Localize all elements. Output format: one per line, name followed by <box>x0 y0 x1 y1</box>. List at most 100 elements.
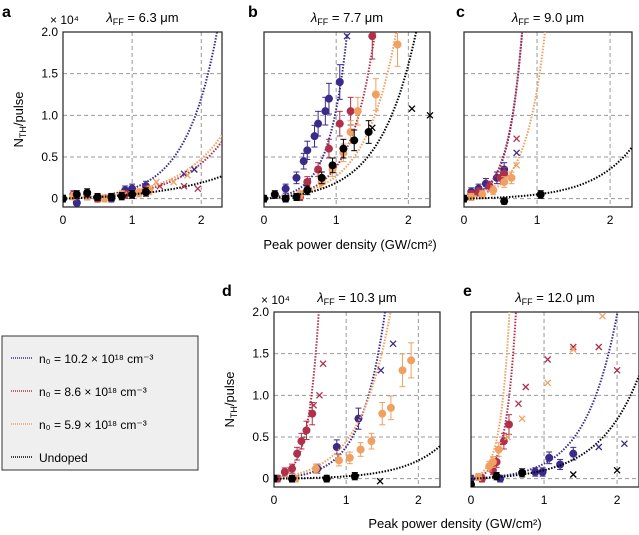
data-point-n102 <box>545 453 554 462</box>
cross-marker-n102 <box>190 166 198 173</box>
x-tick-label: 2 <box>607 213 614 227</box>
data-point-n86 <box>346 107 355 116</box>
data-point-undoped <box>117 192 126 201</box>
panel-a: 0 1 2 0 0.5 1.0 1.5 2.0 NTH/pulse × 10⁴ λFF = 6.3 … <box>11 10 223 227</box>
legend-item-undoped: Undoped <box>11 451 88 465</box>
plot-frame <box>263 31 431 208</box>
data-point-undoped <box>500 197 509 206</box>
fit-curve-n102 <box>264 32 349 200</box>
x-tick-label: 0 <box>461 213 468 227</box>
cross-marker-n102 <box>377 366 385 374</box>
cross-marker-undoped <box>613 466 621 474</box>
legend-label: n₀ = 5.9 × 10¹⁸ cm⁻³ <box>39 418 147 432</box>
data-point-n102 <box>281 184 290 193</box>
data-point-n86 <box>504 420 513 429</box>
data-point-undoped <box>322 474 331 483</box>
cross-marker-n59 <box>183 171 191 179</box>
cross-marker-n59 <box>513 161 521 169</box>
legend-item-n102: n₀ = 10.2 × 10¹⁸ cm⁻³ <box>11 352 153 366</box>
x-tick-label: 2 <box>614 493 621 507</box>
cross-marker-n86 <box>513 135 521 143</box>
data-point-n102 <box>354 414 363 423</box>
legend-item-n59: n₀ = 5.9 × 10¹⁸ cm⁻³ <box>11 418 147 432</box>
cross-marker-n102 <box>343 32 351 40</box>
cross-marker-n102 <box>595 443 603 451</box>
y-tick-label: 1.0 <box>41 108 58 122</box>
data-point-n59 <box>334 456 343 465</box>
data-point-n102 <box>321 107 330 116</box>
cross-marker-n86 <box>613 366 621 374</box>
data-point-undoped <box>350 136 359 145</box>
data-point-undoped <box>471 480 475 487</box>
plot-frame <box>463 31 633 208</box>
data-point-undoped <box>63 194 67 203</box>
data-point-undoped <box>464 194 468 203</box>
data-point-n102 <box>538 468 547 476</box>
x-tick-label: 0 <box>60 213 67 227</box>
cross-marker-n86 <box>310 401 318 409</box>
data-point-n86 <box>308 409 317 418</box>
x-tick-label: 1 <box>541 493 548 507</box>
data-point-n59 <box>494 445 503 454</box>
data-point-n59 <box>367 437 376 446</box>
data-point-undoped <box>128 190 137 199</box>
data-point-undoped <box>536 190 545 199</box>
cross-marker-n86 <box>180 182 188 190</box>
plot-frame <box>273 311 441 488</box>
data-point-n59 <box>346 128 355 136</box>
data-point-undoped <box>288 474 297 483</box>
fit-curve-n102 <box>274 312 387 480</box>
data-point-n86 <box>324 144 333 153</box>
data-point-n59 <box>507 173 516 182</box>
data-point-n86 <box>288 464 297 473</box>
cross-marker-n86 <box>569 343 577 351</box>
panel-letter-e: e <box>463 283 472 300</box>
data-point-undoped <box>107 193 116 201</box>
data-point-n102 <box>314 119 323 128</box>
cross-marker-n86 <box>544 356 552 363</box>
panel-title: λFF = 12.0 μm <box>514 290 594 307</box>
data-point-n102 <box>569 449 578 458</box>
fit-curve-n86 <box>464 32 524 200</box>
cross-marker-undoped <box>426 111 434 119</box>
data-point-n102 <box>531 468 540 476</box>
legend-label: n₀ = 8.6 × 10¹⁸ cm⁻³ <box>39 385 147 399</box>
y-tick-label: 1.0 <box>252 388 269 402</box>
cross-marker-n59 <box>152 178 160 186</box>
panel-letter-c: c <box>456 4 465 21</box>
fit-curve-n59 <box>63 134 222 200</box>
data-point-undoped <box>264 194 268 203</box>
data-point-n59 <box>345 453 354 462</box>
panel-d: 0 1 2 0 0.5 1.0 1.5 2.0 NTH/pulse × 10⁴ λFF = 10.3… <box>222 290 441 507</box>
data-point-n86 <box>368 32 377 41</box>
x-tick-label: 2 <box>415 493 422 507</box>
data-point-undoped <box>303 186 312 195</box>
x-tick-label: 1 <box>333 213 340 227</box>
panel-title: λFF = 7.7 μm <box>310 10 383 27</box>
data-point-undoped <box>72 190 81 199</box>
fit-curve-n86 <box>471 312 517 480</box>
data-point-n59 <box>474 473 483 481</box>
panel-e: 0 1 2 λFF = 12.0 μm <box>468 290 639 507</box>
cross-marker-n59 <box>504 433 511 441</box>
data-point-undoped <box>492 472 501 481</box>
fit-curve-undoped <box>274 445 440 480</box>
y-multiplier: × 10⁴ <box>261 293 290 307</box>
data-point-n59 <box>311 464 320 473</box>
cross-marker-n86 <box>522 383 530 391</box>
data-point-n86 <box>293 449 302 458</box>
data-point-n102 <box>335 78 344 86</box>
data-point-n59 <box>467 193 476 201</box>
y-tick-label: 0 <box>262 472 269 486</box>
cross-marker-n102 <box>180 170 188 178</box>
cross-marker-n59 <box>518 415 526 423</box>
y-tick-label: 2.0 <box>252 305 269 319</box>
cross-marker-n102 <box>513 149 521 157</box>
data-point-undoped <box>317 173 326 182</box>
data-point-n102 <box>303 146 312 155</box>
y-axis-label: NTH/pulse <box>11 91 28 147</box>
x-tick-label: 0 <box>261 213 268 227</box>
panel-letter-a: a <box>2 4 11 21</box>
data-point-n59 <box>478 190 487 199</box>
